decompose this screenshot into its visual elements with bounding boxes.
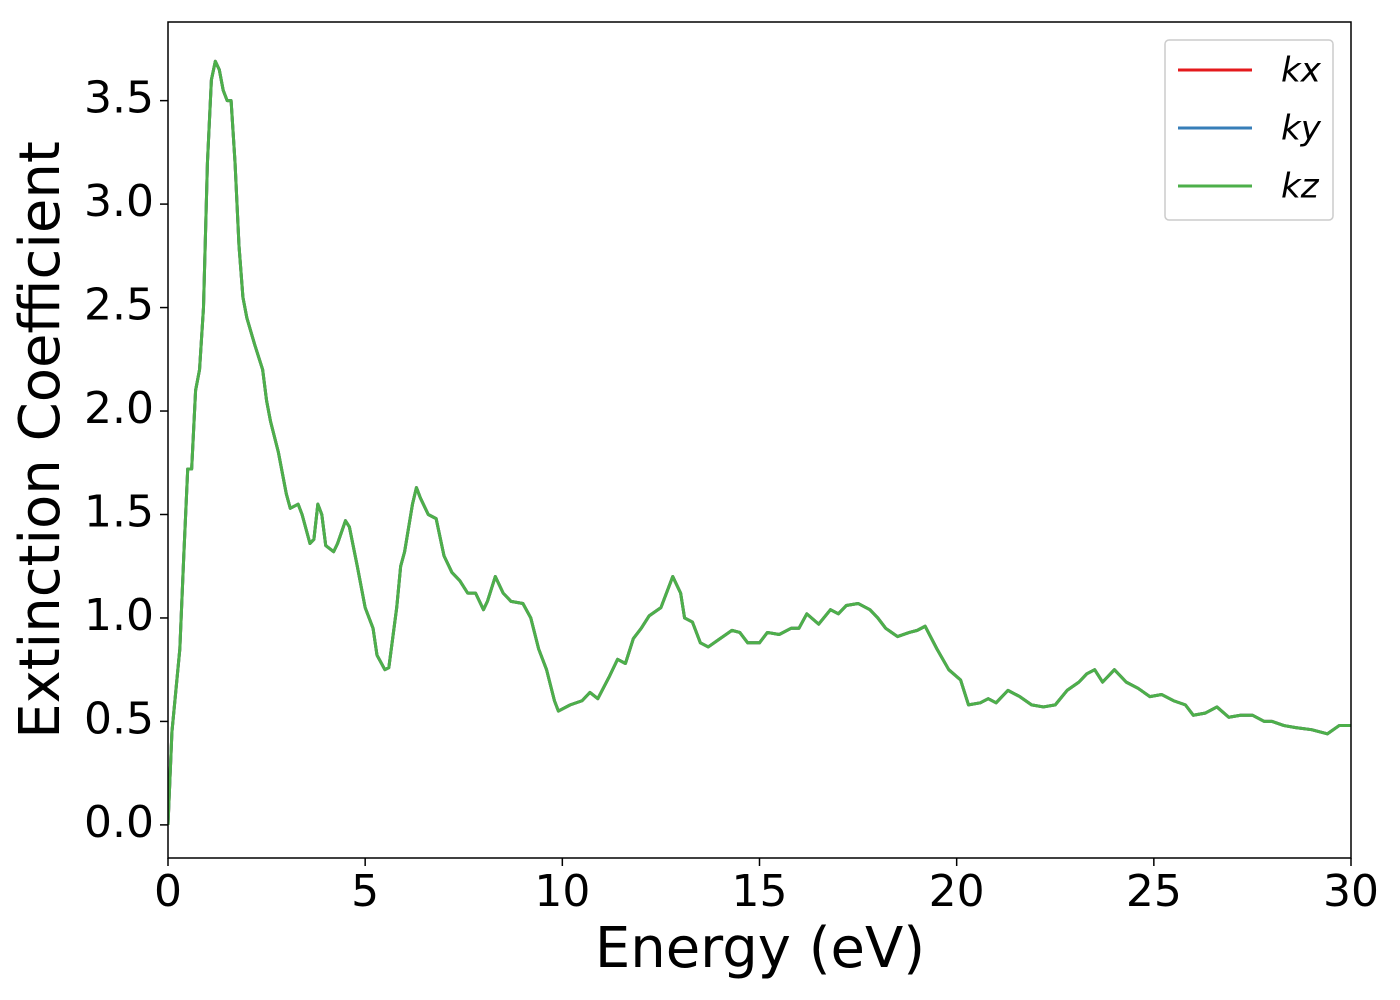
x-tick-label: 20 — [929, 866, 985, 917]
legend-box — [1164, 39, 1334, 221]
legend-label: ky — [1281, 109, 1322, 149]
y-tick-label: 1.0 — [84, 590, 154, 641]
y-axis-label: Extinction Coefficient — [8, 141, 73, 739]
y-tick-label: 0.0 — [84, 797, 154, 848]
x-tick-label: 5 — [351, 866, 379, 917]
x-tick-label: 10 — [534, 866, 590, 917]
legend-label: kz — [1281, 167, 1320, 207]
series-line — [168, 59, 1351, 825]
plot-frame — [167, 21, 1352, 859]
y-tick-label: 0.5 — [84, 693, 154, 744]
y-tick-label: 1.5 — [84, 486, 154, 537]
x-tick-label: 15 — [732, 866, 788, 917]
legend-label: kx — [1281, 51, 1322, 91]
x-axis-label: Energy (eV) — [595, 916, 925, 981]
x-tick-label: 30 — [1323, 866, 1379, 917]
x-tick-label: 25 — [1126, 866, 1182, 917]
x-tick-label: 0 — [154, 866, 182, 917]
y-tick-label: 2.0 — [84, 383, 154, 434]
y-tick-label: 3.0 — [84, 176, 154, 227]
y-tick-label: 3.5 — [84, 73, 154, 124]
y-tick-label: 2.5 — [84, 280, 154, 331]
